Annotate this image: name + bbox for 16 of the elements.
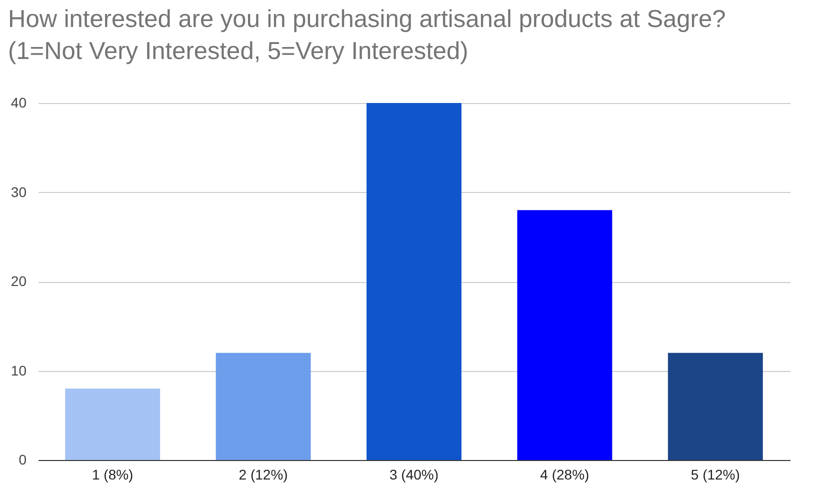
bar — [517, 210, 612, 460]
bar — [216, 352, 311, 460]
x-tick-label: 3 (40%) — [389, 466, 439, 482]
bar — [668, 352, 763, 460]
y-tick-label: 30 — [10, 184, 27, 200]
y-tick-label: 10 — [10, 362, 27, 378]
x-tick-label: 4 (28%) — [540, 466, 590, 482]
x-tick-label: 2 (12%) — [238, 466, 288, 482]
bar — [366, 103, 462, 460]
chart-title: How interested are you in purchasing artisanal products at Sagre? (1=Not Very Interested, 5=Very Interested) — [8, 5, 727, 67]
x-tick-label: 1 (8%) — [92, 466, 134, 482]
y-tick-label: 20 — [10, 273, 27, 289]
bar — [65, 388, 160, 460]
y-tick-label: 0 — [18, 452, 27, 468]
x-tick-label: 5 (12%) — [690, 466, 740, 482]
y-tick-label: 40 — [10, 94, 27, 110]
